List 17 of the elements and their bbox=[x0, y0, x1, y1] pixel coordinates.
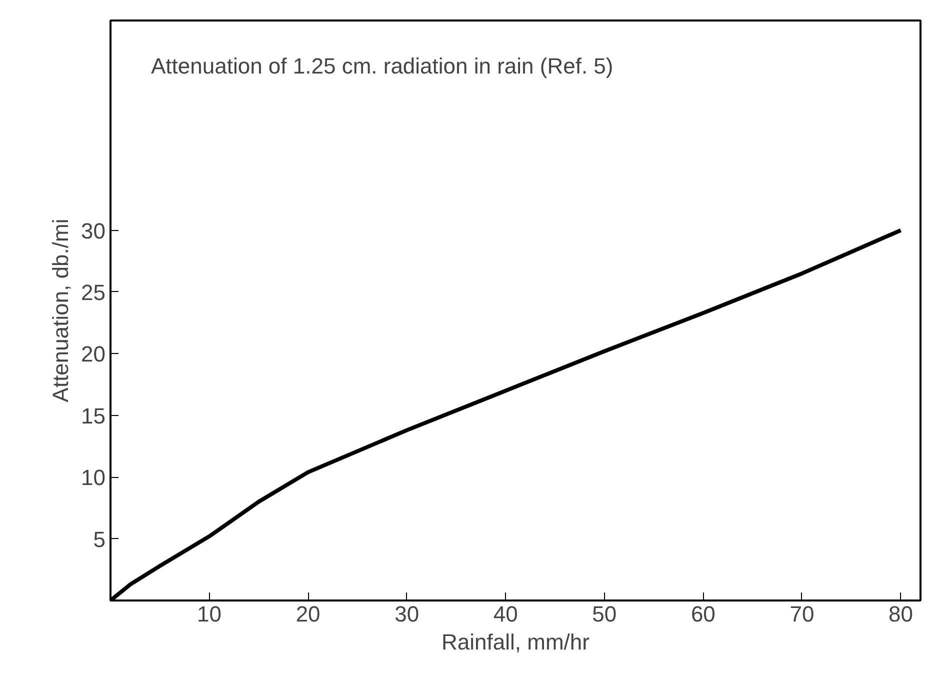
x-tick-label: 60 bbox=[690, 602, 716, 626]
x-tick-label: 10 bbox=[197, 602, 222, 626]
x-tick-label: 40 bbox=[493, 602, 518, 626]
x-tick-label: 20 bbox=[296, 602, 320, 626]
y-axis-title: Attenuation, db./mi bbox=[48, 218, 74, 402]
x-tick-label: 30 bbox=[394, 602, 420, 626]
y-tick-label: 5 bbox=[93, 526, 106, 552]
text: Attenuation of 1.25 cm. radiation in rain (Ref. 5) bbox=[151, 54, 614, 78]
y-tick-label: 10 bbox=[81, 465, 106, 490]
y-tick-label: 20 bbox=[81, 342, 106, 367]
x-axis-title: Rainfall, mm/hr bbox=[442, 630, 590, 654]
x-tick-label: 50 bbox=[592, 602, 617, 626]
y-tick-label: 15 bbox=[81, 403, 106, 428]
x-tick-label: 80 bbox=[888, 602, 913, 626]
x-tick-label: 70 bbox=[790, 602, 814, 626]
y-tick-label: 25 bbox=[81, 280, 106, 305]
y-tick-label: 30 bbox=[81, 218, 106, 244]
